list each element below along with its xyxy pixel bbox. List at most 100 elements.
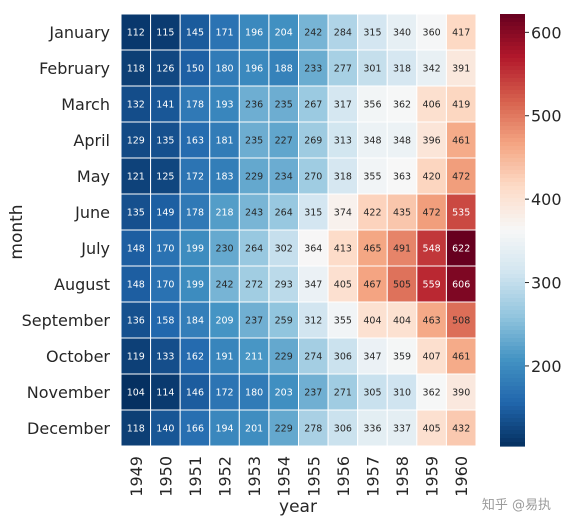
colorbar-segment	[500, 30, 525, 35]
colorbar-segment	[500, 194, 525, 199]
cell-value-label: 336	[363, 424, 381, 435]
cell-value-label: 465	[363, 244, 381, 255]
cell-value-label: 235	[245, 136, 263, 147]
cell-value-label: 347	[304, 280, 322, 291]
heatmap-cell	[238, 49, 270, 87]
x-tick-label: 1959	[423, 456, 442, 497]
heatmap-cell	[179, 229, 211, 267]
heatmap-cell	[357, 49, 388, 87]
colorbar-segment	[500, 326, 525, 331]
x-tick-label: 1949	[127, 456, 146, 497]
colorbar-segment	[500, 206, 525, 211]
cell-value-label: 284	[334, 28, 352, 39]
cell-value-label: 180	[245, 388, 263, 399]
heatmap-cell	[445, 301, 477, 339]
cell-value-label: 422	[363, 208, 381, 219]
cell-value-label: 310	[393, 388, 411, 399]
cell-value-label: 118	[127, 424, 145, 435]
cell-value-label: 467	[363, 280, 381, 291]
colorbar-segment	[500, 418, 525, 423]
cell-value-label: 171	[215, 28, 233, 39]
cell-value-label: 301	[363, 64, 381, 75]
colorbar-segment	[500, 354, 525, 359]
cell-value-label: 362	[423, 388, 441, 399]
heatmap-cell	[416, 373, 447, 411]
x-tick-label: 1952	[216, 456, 235, 497]
colorbar-segment	[500, 222, 525, 227]
y-tick-label: November	[27, 383, 111, 402]
cell-value-label: 166	[186, 424, 204, 435]
heatmap-cell	[445, 193, 477, 231]
cell-value-label: 146	[186, 388, 204, 399]
cell-value-label: 211	[245, 352, 263, 363]
heatmap-cell	[150, 157, 181, 195]
cell-value-label: 158	[156, 316, 174, 327]
cell-value-label: 337	[393, 424, 411, 435]
colorbar-segment	[500, 38, 525, 43]
cell-value-label: 234	[275, 172, 293, 183]
cell-value-label: 188	[275, 64, 293, 75]
x-tick-label: 1957	[363, 456, 382, 497]
colorbar-segment	[500, 402, 525, 407]
cell-value-label: 193	[215, 100, 233, 111]
colorbar-segment	[500, 210, 525, 215]
cell-value-label: 135	[127, 208, 145, 219]
y-axis-label: month	[7, 204, 27, 259]
heatmap-cell	[120, 121, 152, 159]
cell-value-label: 119	[127, 352, 145, 363]
cell-value-label: 126	[156, 64, 174, 75]
cell-value-label: 196	[245, 64, 263, 75]
colorbar-segment	[500, 34, 525, 39]
colorbar-segment	[500, 410, 525, 415]
x-tick-label: 1953	[245, 456, 264, 497]
colorbar-segment	[500, 246, 525, 251]
cell-value-label: 405	[423, 424, 441, 435]
heatmap-cell	[268, 373, 299, 411]
heatmap-cell	[298, 373, 329, 411]
cell-value-label: 172	[186, 172, 204, 183]
heatmap-cell	[416, 265, 447, 303]
heatmap-cell	[357, 301, 388, 339]
cell-value-label: 355	[363, 172, 381, 183]
colorbar-segment	[500, 394, 525, 399]
colorbar-segment	[500, 234, 525, 239]
heatmap-cell	[416, 121, 447, 159]
colorbar-segment	[500, 14, 525, 19]
cell-value-label: 170	[156, 244, 174, 255]
colorbar-segment	[500, 286, 525, 291]
colorbar-segment	[500, 94, 525, 99]
colorbar-segment	[500, 338, 525, 343]
cell-value-label: 305	[363, 388, 381, 399]
cell-value-label: 508	[452, 316, 470, 327]
x-tick-label: 1956	[334, 456, 353, 497]
colorbar-segment	[500, 282, 525, 287]
colorbar-segment	[500, 110, 525, 115]
cell-value-label: 417	[452, 28, 470, 39]
cell-value-label: 313	[334, 136, 352, 147]
cell-value-label: 406	[423, 100, 441, 111]
colorbar-segment	[500, 230, 525, 235]
colorbar-segment	[500, 182, 525, 187]
cell-value-label: 435	[393, 208, 411, 219]
cell-value-label: 278	[304, 424, 322, 435]
heatmap-cell	[268, 229, 299, 267]
heatmap-cell	[268, 409, 299, 447]
colorbar-segment	[500, 146, 525, 151]
colorbar-segment	[500, 426, 525, 431]
cell-value-label: 317	[334, 100, 352, 111]
y-tick-label: March	[61, 95, 110, 114]
heatmap-cell	[386, 229, 418, 267]
colorbar-segment	[500, 170, 525, 175]
colorbar-segment	[500, 302, 525, 307]
colorbar-segment	[500, 82, 525, 87]
heatmap-cell	[298, 265, 329, 303]
colorbar-segment	[500, 278, 525, 283]
heatmap-cell	[150, 373, 181, 411]
y-tick-label: September	[22, 311, 111, 330]
cell-value-label: 505	[393, 280, 411, 291]
colorbar-segment	[500, 322, 525, 327]
colorbar-segment	[500, 298, 525, 303]
cell-value-label: 491	[393, 244, 411, 255]
heatmap-cell	[445, 85, 477, 123]
heatmap-cell	[357, 121, 388, 159]
